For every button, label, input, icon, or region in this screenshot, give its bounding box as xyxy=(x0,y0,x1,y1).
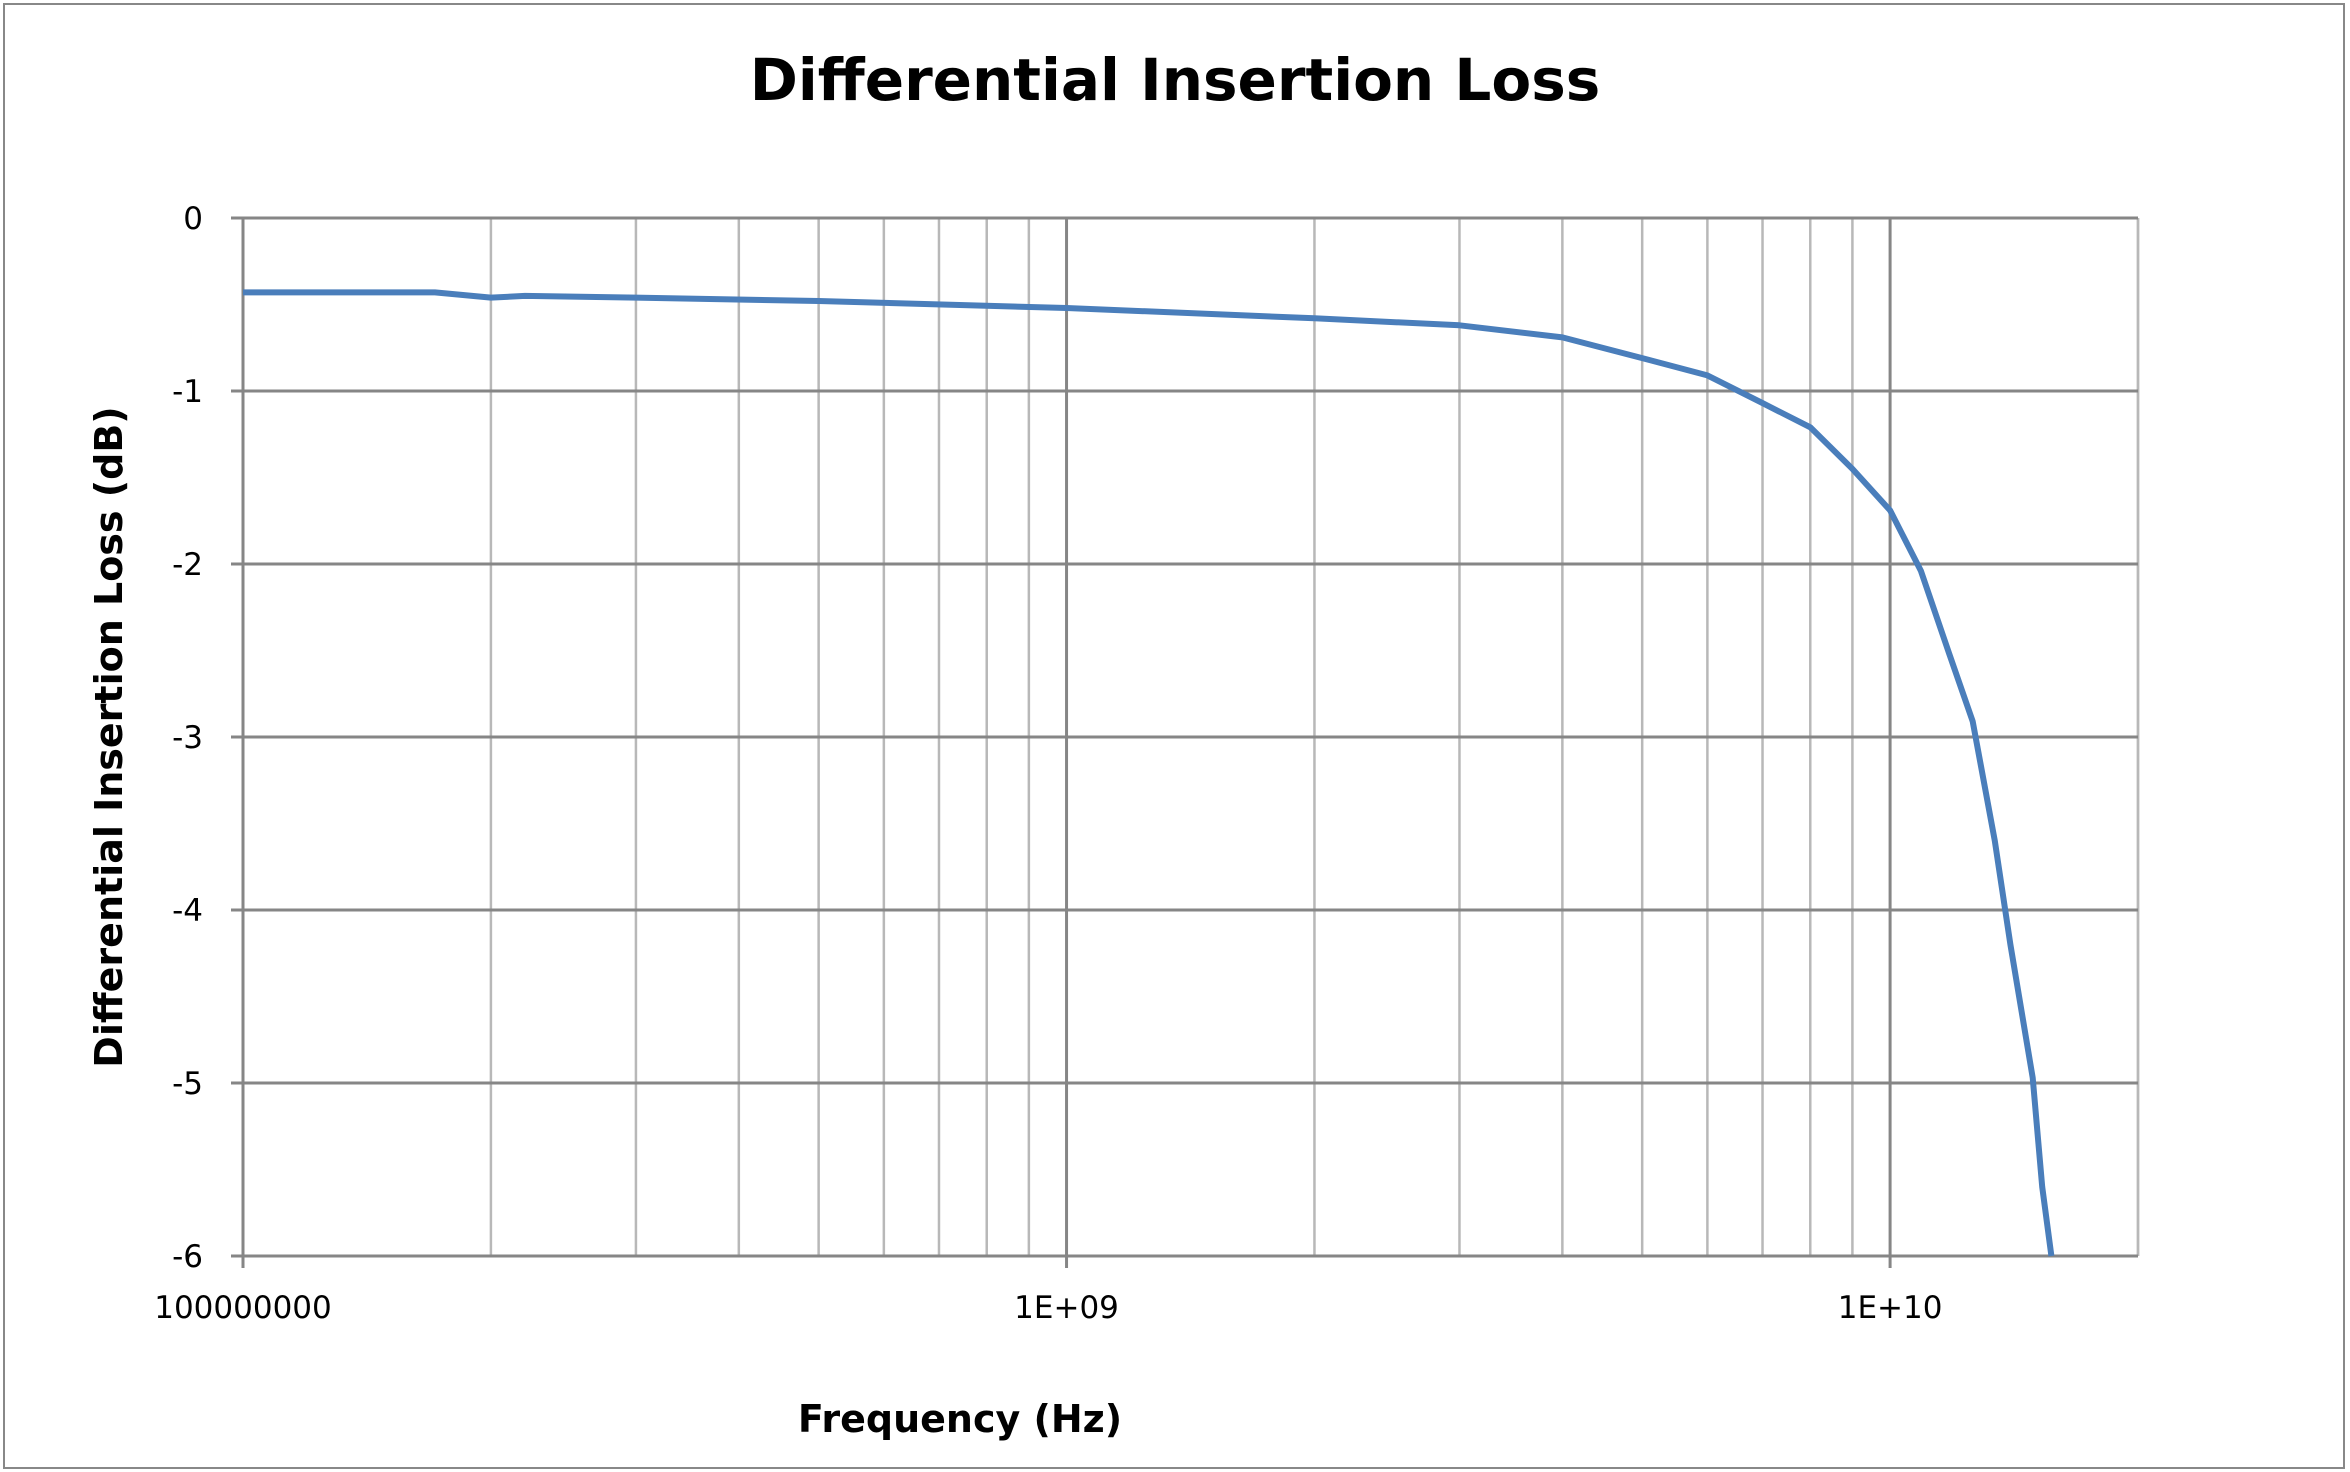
x-axis-title: Frequency (Hz) xyxy=(798,1397,1122,1441)
y-tick-label: -5 xyxy=(172,1066,203,1102)
x-tick-label: 1E+10 xyxy=(1838,1290,1943,1326)
grid xyxy=(231,216,2140,1268)
x-axis-ticks: 100000000 1E+09 1E+10 xyxy=(154,1290,1942,1326)
y-tick-label: -6 xyxy=(172,1239,203,1275)
y-axis-ticks: 0 -1 -2 -3 -4 -5 -6 xyxy=(172,201,203,1275)
y-axis-title: Differential Insertion Loss (dB) xyxy=(87,406,131,1067)
y-tick-label: -4 xyxy=(172,893,203,929)
y-tick-label: -3 xyxy=(172,720,203,756)
series-line xyxy=(243,289,2055,1257)
y-tick-label: 0 xyxy=(183,201,203,237)
y-tick-label: -2 xyxy=(172,547,203,583)
x-tick-label: 1E+09 xyxy=(1014,1290,1119,1326)
chart-title: Differential Insertion Loss xyxy=(750,46,1601,114)
x-tick-label: 100000000 xyxy=(154,1290,332,1326)
y-tick-label: -1 xyxy=(172,374,203,410)
